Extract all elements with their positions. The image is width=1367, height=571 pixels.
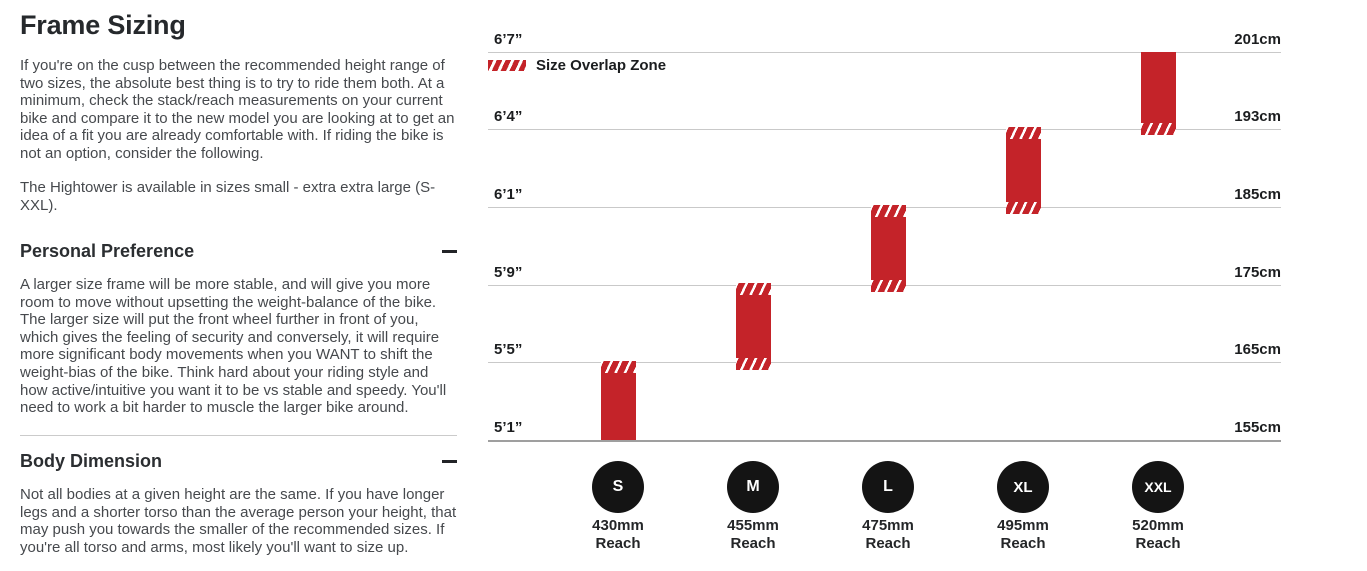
height-tick-cm: 175cm bbox=[1234, 264, 1281, 281]
section-heading-body-dimension: Body Dimension bbox=[20, 450, 163, 471]
size-group: S 430mm Reach bbox=[573, 461, 663, 553]
height-tick-cm: 201cm bbox=[1234, 31, 1281, 48]
size-group: L 475mm Reach bbox=[843, 461, 933, 553]
size-group: XL 495mm Reach bbox=[978, 461, 1068, 553]
size-group: XXL 520mm Reach bbox=[1113, 461, 1203, 553]
gridline bbox=[488, 52, 1281, 53]
size-range-bar bbox=[736, 283, 771, 370]
overlap-zone-cap bbox=[736, 358, 771, 370]
size-badge-label: S bbox=[612, 478, 624, 495]
height-tick-ft: 6’4” bbox=[494, 108, 523, 125]
height-tick-ft: 6’1” bbox=[494, 186, 523, 203]
reach-label: 520mm Reach bbox=[1113, 517, 1203, 553]
size-badge-label: XL bbox=[1013, 478, 1033, 496]
size-range-bar bbox=[601, 361, 636, 440]
overlap-zone-cap bbox=[736, 283, 771, 295]
size-badge-label: L bbox=[883, 478, 893, 495]
height-tick-ft: 6’7” bbox=[494, 31, 523, 48]
overlap-zone-cap bbox=[1006, 202, 1041, 214]
minus-icon bbox=[442, 459, 457, 463]
personal-preference-text: A larger size frame will be more stable,… bbox=[20, 276, 447, 417]
size-range-bar bbox=[1141, 52, 1176, 135]
chart-legend: Size Overlap Zone bbox=[488, 57, 666, 74]
gridline bbox=[488, 440, 1281, 442]
size-range-bar-body bbox=[601, 373, 636, 440]
gridline bbox=[488, 362, 1281, 363]
height-tick-ft: 5’9” bbox=[494, 264, 523, 281]
intro-text: If you're on the cusp between the recomm… bbox=[20, 57, 455, 162]
size-badge: XXL bbox=[1132, 461, 1184, 513]
height-tick-ft: 5’5” bbox=[494, 341, 523, 358]
overlap-zone-cap bbox=[1141, 123, 1176, 135]
reach-word: Reach bbox=[595, 535, 641, 552]
size-badge: XL bbox=[997, 461, 1049, 513]
page-title: Frame Sizing bbox=[20, 10, 186, 40]
size-badge: L bbox=[862, 461, 914, 513]
size-range-bar-body bbox=[1141, 52, 1176, 123]
size-badge-label: XXL bbox=[1144, 479, 1172, 495]
reach-label: 495mm Reach bbox=[978, 517, 1068, 553]
height-tick-cm: 193cm bbox=[1234, 108, 1281, 125]
reach-value: 520mm bbox=[1132, 517, 1184, 534]
height-tick-cm: 155cm bbox=[1234, 419, 1281, 436]
reach-value: 430mm bbox=[592, 517, 644, 534]
legend-label: Size Overlap Zone bbox=[536, 57, 667, 74]
overlap-hatch-icon bbox=[488, 60, 526, 71]
reach-label: 430mm Reach bbox=[573, 517, 663, 553]
size-range-bar bbox=[1006, 127, 1041, 214]
body-dimension-text: Not all bodies at a given height are the… bbox=[20, 486, 457, 556]
overlap-zone-cap bbox=[601, 361, 636, 373]
reach-value: 475mm bbox=[862, 517, 914, 534]
reach-label: 455mm Reach bbox=[708, 517, 798, 553]
gridline bbox=[488, 129, 1281, 130]
section-divider bbox=[20, 435, 457, 436]
overlap-zone-cap bbox=[1006, 127, 1041, 139]
availability-text: The Hightower is available in sizes smal… bbox=[20, 179, 436, 214]
size-range-bar bbox=[871, 205, 906, 292]
collapse-toggle-button[interactable] bbox=[442, 246, 457, 257]
overlap-zone-cap bbox=[871, 280, 906, 292]
height-tick-cm: 165cm bbox=[1234, 341, 1281, 358]
reach-value: 455mm bbox=[727, 517, 779, 534]
size-range-bar-body bbox=[1006, 139, 1041, 202]
section-header-personal-preference: Personal Preference bbox=[20, 238, 457, 264]
size-badge-label: M bbox=[746, 478, 760, 495]
height-tick-cm: 185cm bbox=[1234, 186, 1281, 203]
height-tick-ft: 5’1” bbox=[494, 419, 523, 436]
overlap-zone-cap bbox=[871, 205, 906, 217]
size-badge: M bbox=[727, 461, 779, 513]
section-heading-personal-preference: Personal Preference bbox=[20, 240, 195, 261]
reach-word: Reach bbox=[1000, 535, 1046, 552]
frame-sizing-chart: Size Overlap Zone 6’7” 201cm 6’4” 193cm … bbox=[488, 0, 1281, 571]
reach-word: Reach bbox=[1135, 535, 1181, 552]
size-range-bar-body bbox=[871, 217, 906, 280]
size-group: M 455mm Reach bbox=[708, 461, 798, 553]
sizing-info-panel: Frame Sizing If you're on the cusp betwe… bbox=[20, 0, 457, 571]
reach-label: 475mm Reach bbox=[843, 517, 933, 553]
reach-word: Reach bbox=[730, 535, 776, 552]
reach-value: 495mm bbox=[997, 517, 1049, 534]
minus-icon bbox=[442, 249, 457, 253]
size-range-bar-body bbox=[736, 295, 771, 358]
collapse-toggle-button[interactable] bbox=[442, 456, 457, 467]
size-badge: S bbox=[592, 461, 644, 513]
section-header-body-dimension: Body Dimension bbox=[20, 448, 457, 474]
reach-word: Reach bbox=[865, 535, 911, 552]
